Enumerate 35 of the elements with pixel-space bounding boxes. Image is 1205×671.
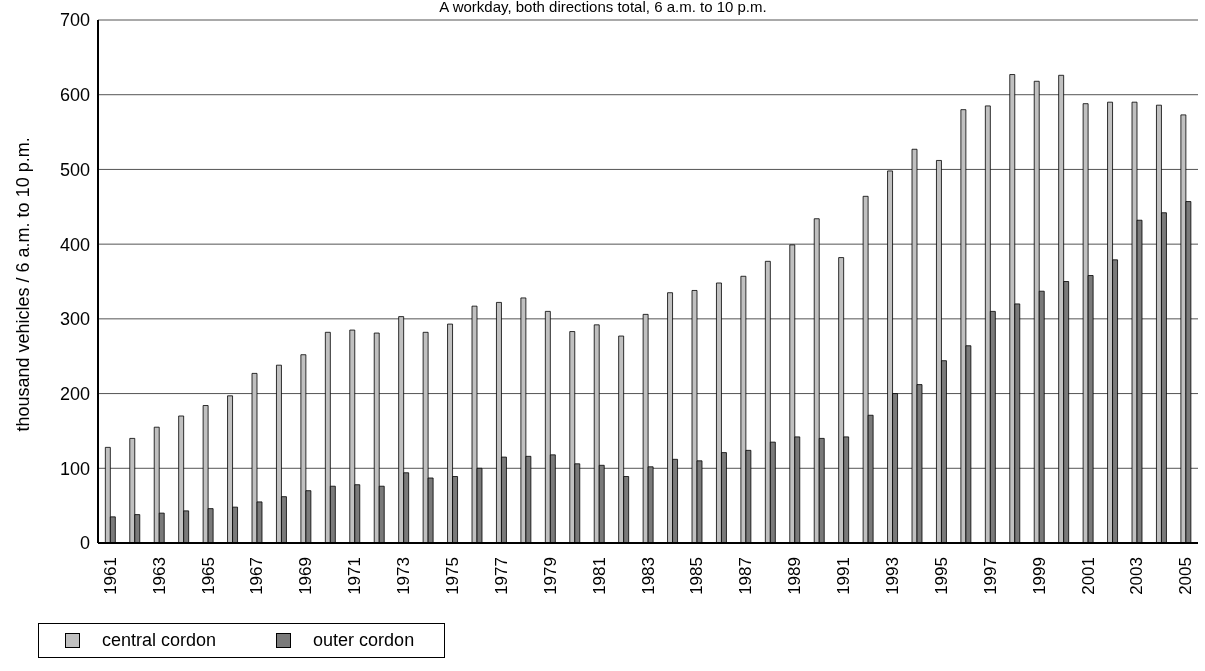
y-tick-label: 700 — [59, 10, 90, 31]
x-tick-label: 1961 — [100, 557, 120, 595]
y-axis-title: thousand vehicles / 6 a.m. to 10 p.m. — [13, 137, 34, 432]
y-tick-label: 0 — [79, 533, 90, 554]
x-tick-label: 1999 — [1029, 557, 1049, 595]
x-tick-label: 1991 — [834, 557, 854, 595]
x-tick-label: 1963 — [149, 557, 169, 595]
x-tick-label: 2003 — [1127, 557, 1147, 595]
y-tick-label: 400 — [59, 234, 90, 255]
x-tick-label: 1977 — [491, 557, 511, 595]
x-tick-label: 1979 — [540, 557, 560, 595]
x-tick-label: 1975 — [442, 557, 462, 595]
y-tick-label: 100 — [59, 458, 90, 479]
x-tick-label: 1969 — [296, 557, 316, 595]
chart-title: A workday, both directions total, 6 a.m. to 10 p.m. — [439, 0, 767, 15]
x-tick-label: 1981 — [589, 557, 609, 595]
y-tick-label: 200 — [59, 383, 90, 404]
x-tick-label: 1967 — [247, 557, 267, 595]
x-tick-label: 1965 — [198, 557, 218, 595]
x-tick-label: 1989 — [785, 557, 805, 595]
x-tick-label: 2001 — [1078, 557, 1098, 595]
x-tick-label: 1987 — [736, 557, 756, 595]
legend-label: outer cordon — [312, 630, 415, 651]
x-tick-label: 1983 — [638, 557, 658, 595]
x-tick-label: 2005 — [1176, 557, 1196, 595]
x-tick-label: 1971 — [345, 557, 365, 595]
x-tick-label: 1973 — [394, 557, 414, 595]
legend-label: central cordon — [101, 630, 217, 651]
y-tick-label: 600 — [59, 85, 90, 106]
x-tick-label: 1995 — [931, 557, 951, 595]
x-tick-label: 1993 — [882, 557, 902, 595]
x-tick-label: 1997 — [980, 557, 1000, 595]
y-tick-label: 500 — [59, 159, 90, 180]
x-tick-label: 1985 — [687, 557, 707, 595]
y-tick-label: 300 — [59, 309, 90, 330]
